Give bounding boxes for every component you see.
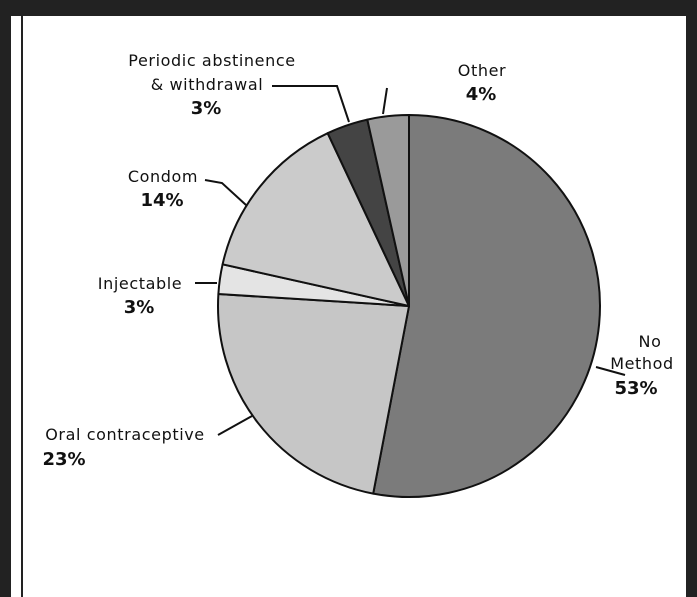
label-injectable: Injectable: [98, 274, 182, 293]
pie-slice-oral-contraceptive: [217, 293, 410, 495]
left-rule: [21, 16, 23, 597]
leader-line-oral-contraceptive: [217, 415, 253, 436]
label-periodic-line1: Periodic abstinence: [128, 51, 295, 70]
pie-slice-other: [366, 114, 410, 307]
label-oral-contraceptive: Oral contraceptive: [45, 425, 205, 444]
top-border-band: [0, 0, 697, 16]
right-border-band: [686, 0, 697, 597]
left-border-band: [0, 0, 11, 597]
pie-slice-condom: [221, 132, 410, 307]
label-periodic-line2: & withdrawal: [151, 75, 264, 94]
leader-line-other: [382, 87, 388, 115]
leader-line-no-method: [595, 366, 626, 376]
leader-line-condom: [204, 179, 247, 206]
label-no-method-line1: No: [639, 332, 662, 351]
label-condom: Condom: [128, 167, 198, 186]
leader-lines: [195, 85, 626, 436]
percent-periodic: 3%: [191, 98, 222, 119]
leader-line-periodic: [272, 85, 350, 123]
percent-condom: 14%: [140, 190, 183, 211]
percent-other: 4%: [466, 84, 497, 105]
percent-no-method: 53%: [614, 378, 657, 399]
pie-slice-no-method: [372, 114, 601, 498]
label-other: Other: [458, 61, 506, 80]
pie-slices: [217, 114, 601, 498]
percent-injectable: 3%: [124, 297, 155, 318]
percent-oral-contraceptive: 23%: [42, 449, 85, 470]
label-no-method-line2: Method: [610, 354, 674, 373]
